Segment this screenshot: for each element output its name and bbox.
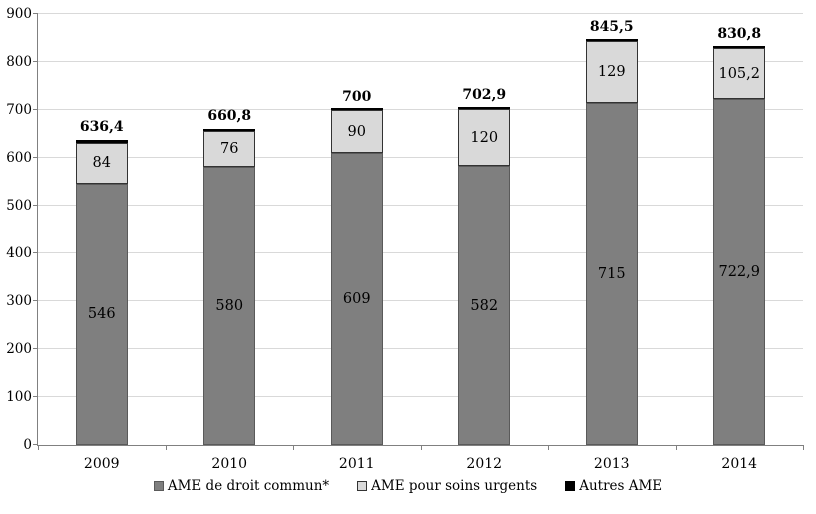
x-axis-tick: [293, 445, 294, 450]
gridline: [38, 348, 803, 350]
chart-legend: AME de droit commun* AME pour soins urgen…: [0, 476, 816, 496]
legend-label: Autres AME: [579, 478, 663, 494]
gridline: [38, 13, 803, 14]
bar-segment-value: 609: [342, 291, 371, 308]
x-axis-tick: [165, 445, 167, 450]
y-axis-tick: [33, 60, 38, 62]
gridline: [38, 252, 803, 254]
bar-segment-soins-urgents: 76: [203, 130, 256, 168]
bar-segment-autres-ame: [330, 108, 383, 111]
bar-segment-droit-commun: 580: [203, 167, 256, 445]
y-axis-tick: [33, 252, 38, 254]
legend-swatch-icon: [153, 481, 164, 491]
bar-segment-soins-urgents: 84: [75, 143, 128, 184]
bar-total-label: 700: [342, 88, 372, 105]
bar-segment-soins-urgents: 120: [458, 108, 511, 167]
bar-segment-value: 580: [215, 298, 244, 315]
y-axis-label: 200: [6, 341, 32, 358]
bar-segment-value: 722,9: [718, 263, 760, 280]
bar-segment-droit-commun: 546: [75, 183, 128, 445]
x-axis-tick: [420, 445, 422, 450]
gridline: [38, 108, 803, 110]
bar-segment-soins-urgents: 129: [585, 40, 638, 103]
y-axis-label: 400: [6, 245, 32, 262]
y-axis-tick: [33, 300, 38, 302]
x-axis-tick: [675, 445, 677, 450]
bar-total-label: 636,4: [79, 119, 124, 136]
bar-total-label: 702,9: [462, 87, 507, 104]
bar-total-label: 660,8: [207, 107, 252, 124]
bar-segment-autres-ame: [458, 106, 511, 109]
x-axis-label: 2010: [211, 456, 248, 472]
gridline: [38, 204, 803, 206]
x-axis-label: 2011: [338, 456, 375, 472]
bar-segment-value: 120: [470, 129, 499, 146]
y-axis-tick: [33, 108, 38, 110]
y-axis-label: 800: [6, 53, 32, 70]
x-axis-tick: [803, 445, 804, 450]
legend-label: AME de droit commun*: [167, 478, 330, 494]
gridline: [38, 396, 803, 398]
bar-segment-droit-commun: 582: [458, 166, 511, 445]
y-axis-label: 900: [6, 6, 32, 22]
bar-segment-value: 90: [347, 123, 366, 140]
legend-swatch-icon: [357, 481, 368, 491]
legend-item: Autres AME: [565, 478, 662, 494]
y-axis-tick: [33, 396, 38, 398]
gridline: [38, 300, 803, 302]
legend-item: AME de droit commun*: [153, 478, 330, 494]
bar-segment-droit-commun: 609: [330, 153, 383, 445]
x-axis-tick: [548, 445, 549, 450]
x-axis-label: 2009: [83, 456, 120, 472]
bar-segment-autres-ame: [713, 46, 766, 49]
bar-segment-value: 546: [87, 306, 116, 323]
x-axis-label: 2012: [466, 456, 503, 472]
bar-segment-value: 76: [220, 141, 239, 158]
x-axis-label: 2013: [593, 456, 630, 472]
y-axis-label: 100: [6, 389, 32, 406]
bar-segment-autres-ame: [585, 38, 638, 41]
legend-swatch-icon: [565, 481, 576, 491]
bar-segment-value: 715: [597, 265, 626, 282]
y-axis-tick: [33, 13, 38, 14]
x-axis-label: 2014: [721, 456, 758, 472]
bar-total-label: 830,8: [717, 26, 762, 43]
bar-segment-autres-ame: [203, 128, 256, 131]
bar-segment-droit-commun: 715: [585, 102, 638, 445]
bar-segment-autres-ame: [75, 140, 128, 144]
legend-item: AME pour soins urgents: [357, 478, 537, 494]
gridline: [38, 156, 803, 158]
legend-label: AME pour soins urgents: [371, 478, 538, 494]
y-axis-label: 0: [23, 437, 32, 453]
y-axis-label: 700: [6, 101, 32, 118]
bar-segment-droit-commun: 722,9: [713, 98, 766, 445]
y-axis-label: 300: [6, 293, 32, 310]
bar-segment-value: 129: [597, 63, 626, 80]
y-axis-tick: [33, 204, 38, 206]
bar-segment-value: 84: [92, 155, 111, 172]
bar-total-label: 845,5: [589, 19, 634, 36]
plot-area: 0 100 200 300 400 500 600 700 800 900 546 84 636,4 20…: [6, 6, 804, 472]
bar-segment-soins-urgents: 105,2: [713, 48, 766, 99]
y-axis-tick: [33, 348, 38, 350]
gridline: [38, 60, 803, 62]
y-axis-tick: [33, 444, 38, 445]
x-axis-tick: [38, 445, 39, 450]
bar-segment-soins-urgents: 90: [330, 110, 383, 154]
bar-segment-value: 105,2: [718, 65, 760, 82]
y-axis-label: 500: [6, 197, 32, 214]
bar-segment-value: 582: [470, 297, 499, 314]
y-axis-tick: [33, 156, 38, 158]
y-axis-label: 600: [6, 149, 32, 166]
